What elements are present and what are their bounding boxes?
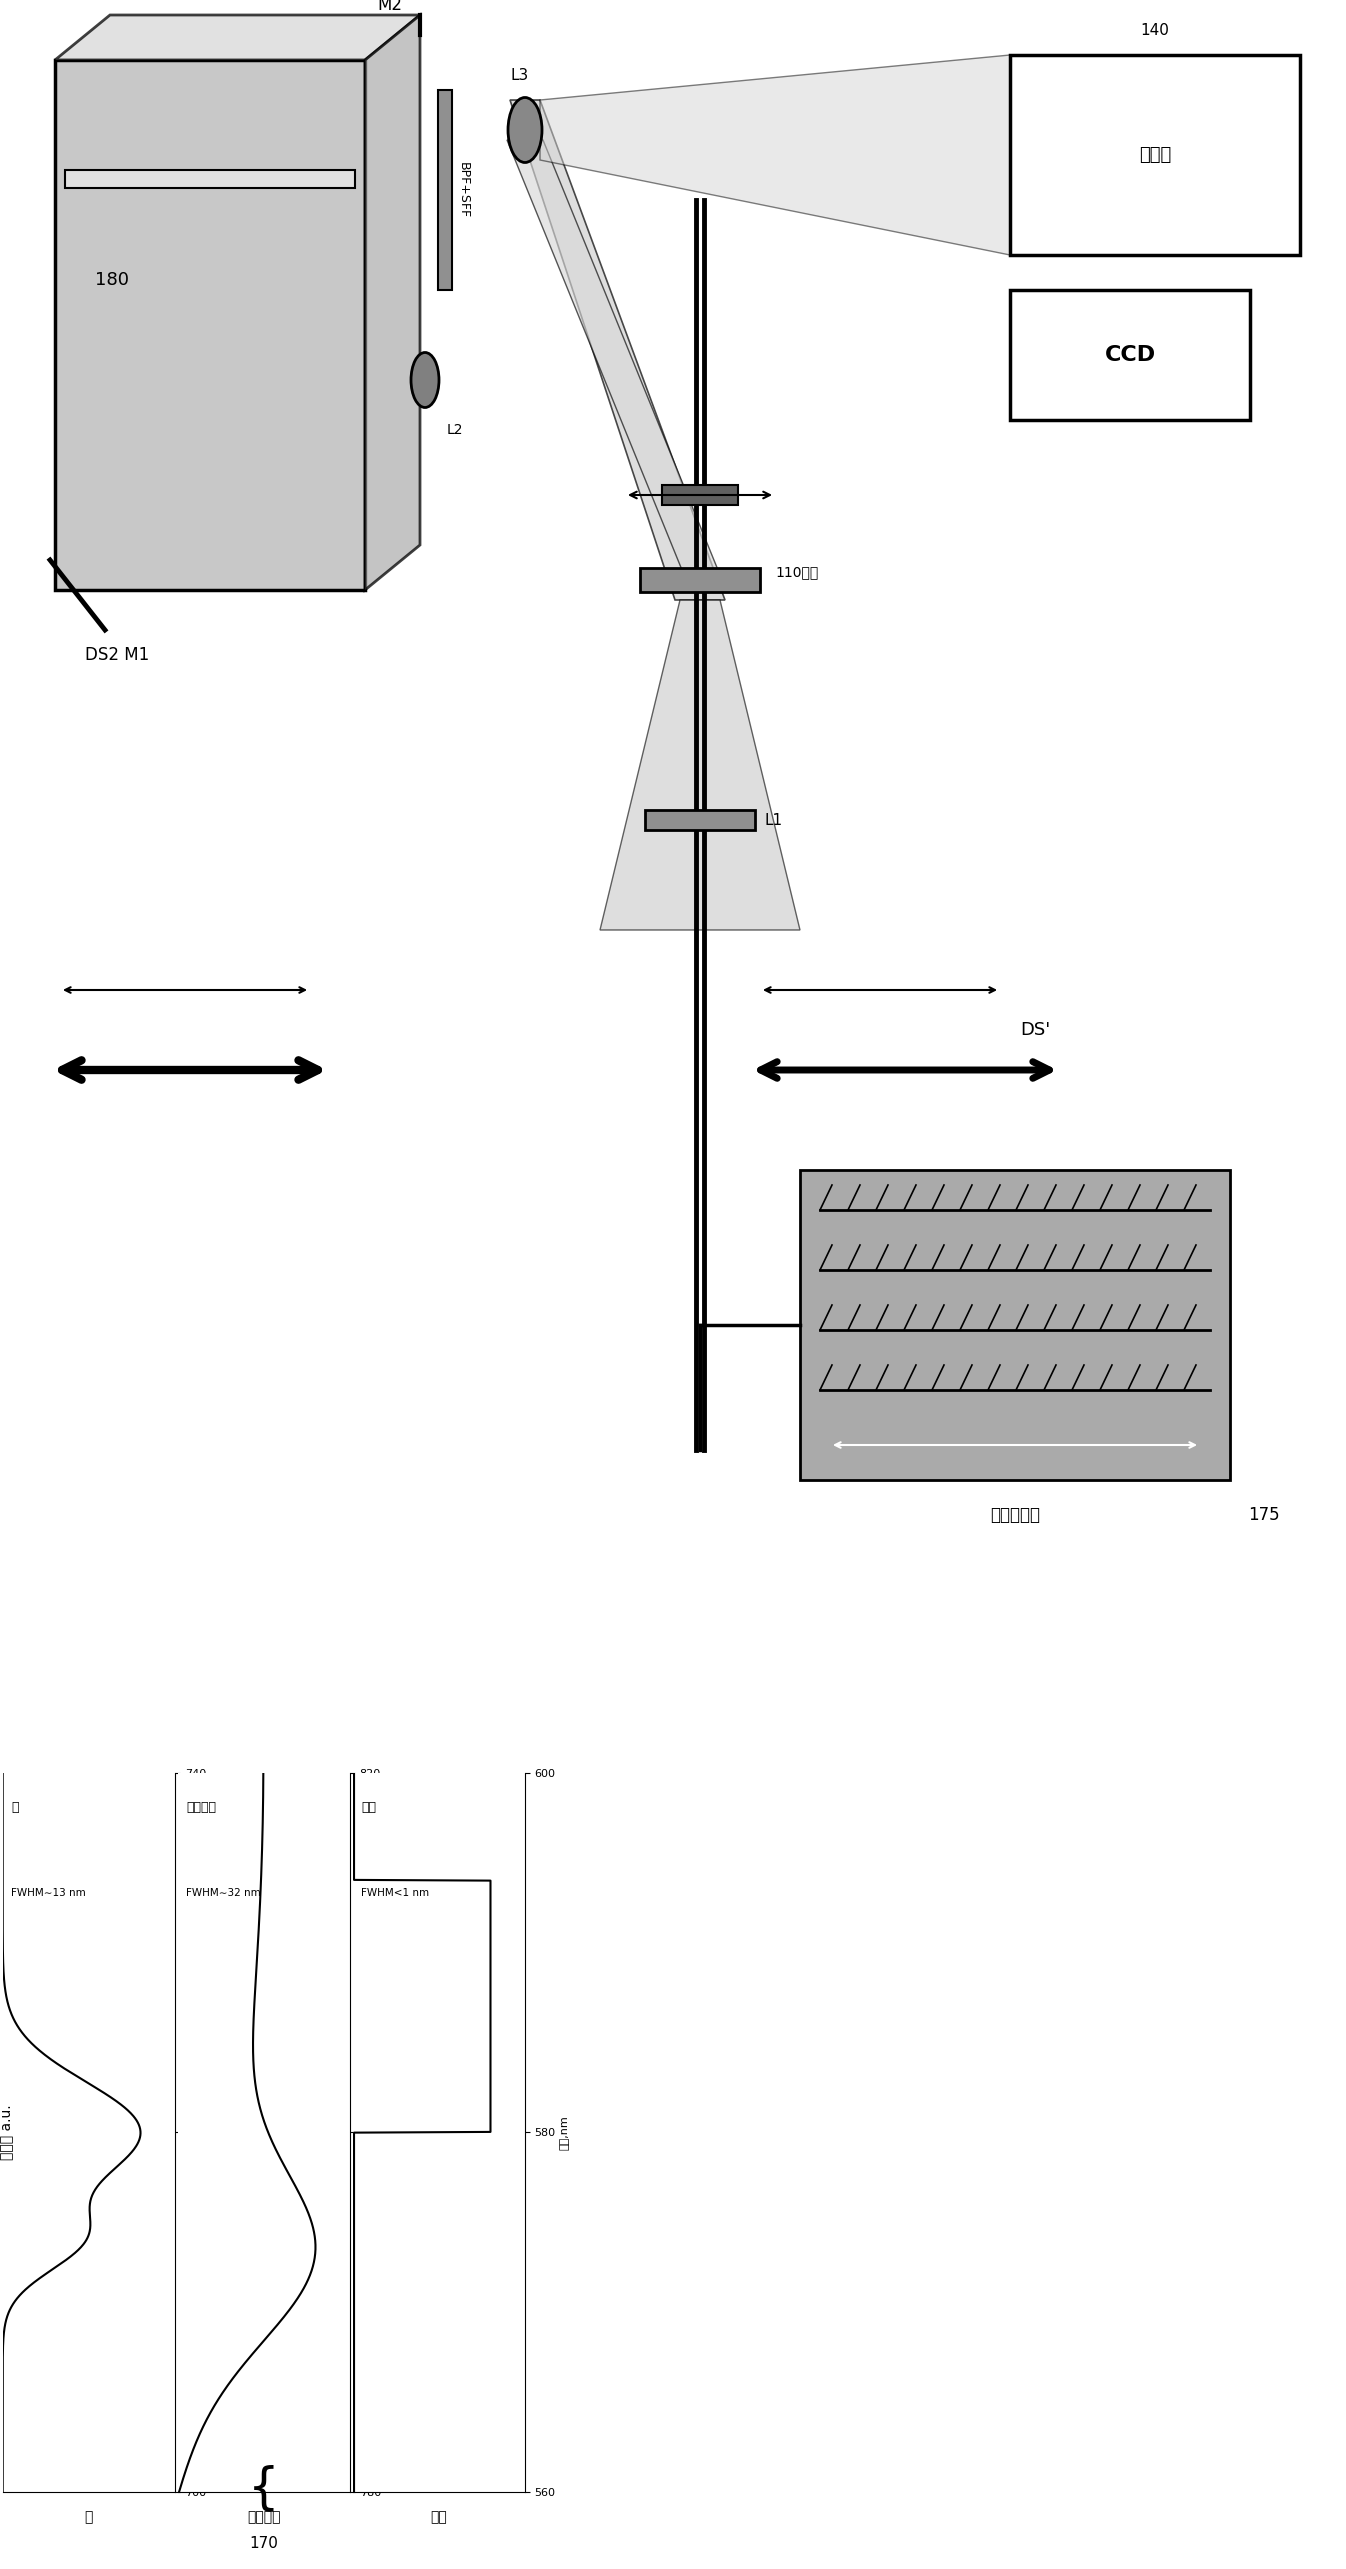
Text: 140: 140 xyxy=(1140,23,1170,39)
Text: FWHM<1 nm: FWHM<1 nm xyxy=(361,1888,429,1898)
Text: 脉冲整形器: 脉冲整形器 xyxy=(991,1505,1040,1523)
Text: L1: L1 xyxy=(765,812,783,827)
Ellipse shape xyxy=(411,352,439,408)
Text: FWHM∼32 nm: FWHM∼32 nm xyxy=(186,1888,261,1898)
Text: 光谱计: 光谱计 xyxy=(1139,146,1171,164)
Text: M2: M2 xyxy=(377,0,402,13)
Bar xyxy=(1010,54,1300,254)
Polygon shape xyxy=(600,601,800,930)
Y-axis label: 波长,nm: 波长,nm xyxy=(385,2114,396,2150)
Text: DS': DS' xyxy=(1020,1020,1050,1038)
Text: 110样品: 110样品 xyxy=(775,565,818,578)
Bar xyxy=(1010,290,1250,419)
Text: L3: L3 xyxy=(510,67,528,82)
Polygon shape xyxy=(507,139,717,570)
Polygon shape xyxy=(510,100,725,601)
Text: CCD: CCD xyxy=(1105,344,1156,365)
Text: 探测: 探测 xyxy=(431,2510,447,2525)
Polygon shape xyxy=(55,15,420,59)
Bar xyxy=(437,90,452,290)
Ellipse shape xyxy=(507,98,542,162)
Bar xyxy=(800,1169,1230,1480)
Polygon shape xyxy=(540,54,1010,254)
Bar xyxy=(639,568,760,591)
Text: DS2 M1: DS2 M1 xyxy=(85,645,149,663)
Text: 泵: 泵 xyxy=(85,2510,93,2525)
Text: 泵: 泵 xyxy=(11,1801,19,1814)
Text: BPF+SFF: BPF+SFF xyxy=(456,162,470,218)
Bar xyxy=(662,486,738,506)
Y-axis label: 波长,nm: 波长,nm xyxy=(560,2114,569,2150)
Text: 170: 170 xyxy=(249,2536,279,2551)
Text: 斯托克斯: 斯托克斯 xyxy=(186,1801,217,1814)
Polygon shape xyxy=(365,15,420,591)
Bar xyxy=(55,59,365,591)
Bar xyxy=(65,170,355,188)
Text: 180: 180 xyxy=(96,270,129,288)
Text: 175: 175 xyxy=(1248,1505,1280,1523)
Text: 斯托克斯: 斯托克斯 xyxy=(248,2510,280,2525)
Text: L2: L2 xyxy=(447,424,463,437)
Text: FWHM∼13 nm: FWHM∼13 nm xyxy=(11,1888,86,1898)
Bar xyxy=(645,809,755,830)
Y-axis label: 波长,nm: 波长,nm xyxy=(210,2114,221,2150)
Text: 探测: 探测 xyxy=(361,1801,377,1814)
Text: 强度， a.u.: 强度， a.u. xyxy=(0,2104,13,2161)
Text: {: { xyxy=(248,2464,280,2512)
